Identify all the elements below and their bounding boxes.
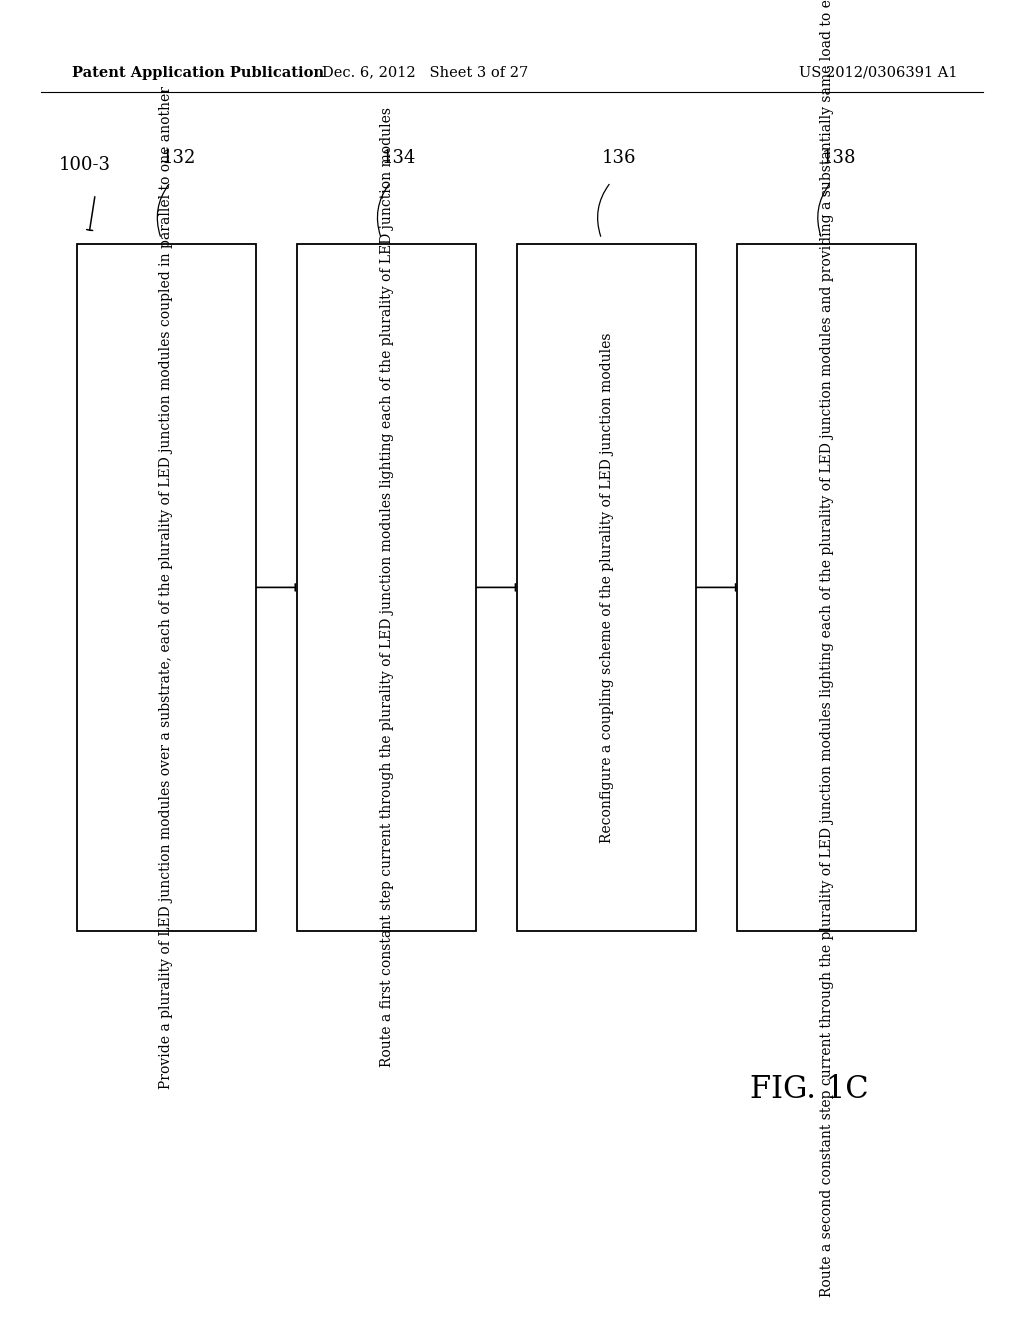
- Text: 136: 136: [602, 149, 636, 168]
- Text: 138: 138: [822, 149, 856, 168]
- Text: 132: 132: [162, 149, 196, 168]
- Text: Route a first constant step current through the plurality of LED junction module: Route a first constant step current thro…: [380, 107, 393, 1068]
- Text: 134: 134: [382, 149, 416, 168]
- Text: FIG. 1C: FIG. 1C: [750, 1073, 868, 1105]
- Text: 100-3: 100-3: [59, 156, 111, 174]
- Bar: [737, 244, 916, 931]
- Bar: [517, 244, 696, 931]
- Text: Route a second constant step current through the plurality of LED junction modul: Route a second constant step current thr…: [820, 0, 834, 1298]
- Text: Provide a plurality of LED junction modules over a substrate, each of the plural: Provide a plurality of LED junction modu…: [160, 86, 173, 1089]
- Text: Reconfigure a coupling scheme of the plurality of LED junction modules: Reconfigure a coupling scheme of the plu…: [600, 333, 613, 842]
- Bar: [77, 244, 256, 931]
- Text: Dec. 6, 2012   Sheet 3 of 27: Dec. 6, 2012 Sheet 3 of 27: [322, 66, 528, 79]
- Text: Patent Application Publication: Patent Application Publication: [72, 66, 324, 79]
- Text: US 2012/0306391 A1: US 2012/0306391 A1: [799, 66, 957, 79]
- Bar: [297, 244, 476, 931]
